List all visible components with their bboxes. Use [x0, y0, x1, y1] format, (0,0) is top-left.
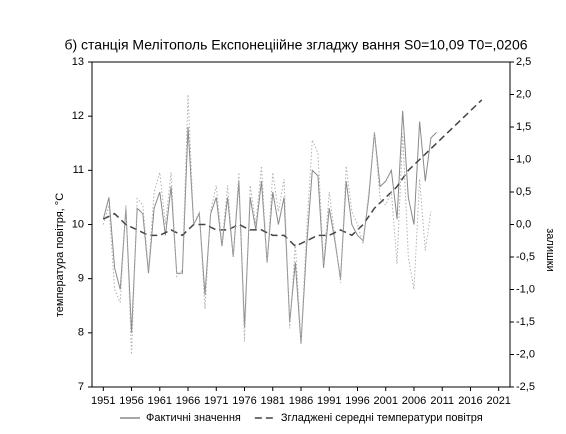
x-tick-label: 1966	[176, 395, 200, 407]
x-tick-label: 1991	[317, 395, 341, 407]
x-tick-label: 1956	[119, 395, 143, 407]
legend-label: Фактичні значення	[146, 412, 241, 424]
series-line	[102, 99, 483, 248]
y-tick-label: 12	[72, 110, 84, 122]
x-tick-label: 2016	[458, 395, 482, 407]
y2-axis-title: залишки	[544, 228, 556, 272]
y2-tick-label: 2,5	[516, 56, 531, 68]
y-tick-label: 11	[73, 164, 84, 176]
x-tick-label: 1986	[289, 395, 313, 407]
legend-label: Згладжені середні температури повітря	[281, 412, 483, 424]
y2-tick-label: 0,0	[516, 218, 531, 230]
series-line	[102, 110, 437, 344]
y-tick-label: 7	[78, 381, 84, 393]
y2-tick-label: 0,5	[516, 186, 531, 198]
y2-tick-label: -1,5	[516, 316, 535, 328]
y-axis-title: температура повітря, °С	[54, 193, 66, 317]
x-tick-label: 1976	[232, 395, 256, 407]
x-tick-label: 1951	[91, 395, 115, 407]
y2-tick-label: 1,5	[516, 121, 531, 133]
chart-title: б) станція Мелітополь Експонеціійне згла…	[64, 37, 527, 53]
x-tick-label: 1981	[261, 395, 285, 407]
y2-tick-label: -2,0	[516, 348, 535, 360]
x-tick-label: 1971	[204, 395, 228, 407]
y2-tick-label: -0,5	[516, 251, 535, 263]
y2-tick-label: -2,5	[516, 381, 535, 393]
y-tick-label: 8	[78, 327, 84, 339]
x-tick-label: 2021	[486, 395, 510, 407]
y-tick-label: 10	[72, 218, 84, 230]
x-tick-label: 2006	[402, 395, 426, 407]
y2-tick-label: 2,0	[516, 88, 531, 100]
x-tick-label: 1961	[148, 395, 172, 407]
y-tick-label: 9	[78, 273, 84, 285]
y2-tick-label: -1,0	[516, 283, 535, 295]
x-tick-label: 2011	[430, 395, 454, 407]
y2-tick-label: 1,0	[516, 153, 531, 165]
x-tick-label: 2001	[373, 395, 397, 407]
y-tick-label: 13	[72, 56, 84, 68]
x-tick-label: 1996	[345, 395, 369, 407]
